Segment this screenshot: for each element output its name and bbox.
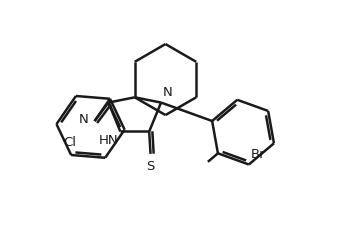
Text: Br: Br bbox=[251, 148, 265, 161]
Text: Cl: Cl bbox=[63, 136, 76, 149]
Text: HN: HN bbox=[99, 134, 118, 147]
Text: S: S bbox=[146, 160, 155, 173]
Text: N: N bbox=[79, 113, 89, 126]
Text: N: N bbox=[162, 86, 172, 99]
